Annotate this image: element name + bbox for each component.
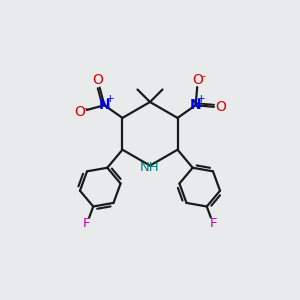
Text: O: O bbox=[74, 105, 85, 119]
Text: +: + bbox=[197, 94, 206, 104]
Text: O: O bbox=[92, 74, 103, 88]
Text: N: N bbox=[99, 98, 110, 112]
Text: +: + bbox=[106, 94, 115, 104]
Text: -: - bbox=[83, 103, 88, 113]
Text: -: - bbox=[202, 71, 206, 81]
Text: NH: NH bbox=[140, 161, 160, 175]
Text: F: F bbox=[209, 217, 217, 230]
Text: O: O bbox=[192, 73, 203, 87]
Text: F: F bbox=[83, 217, 91, 230]
Text: N: N bbox=[190, 98, 201, 112]
Text: O: O bbox=[216, 100, 226, 115]
